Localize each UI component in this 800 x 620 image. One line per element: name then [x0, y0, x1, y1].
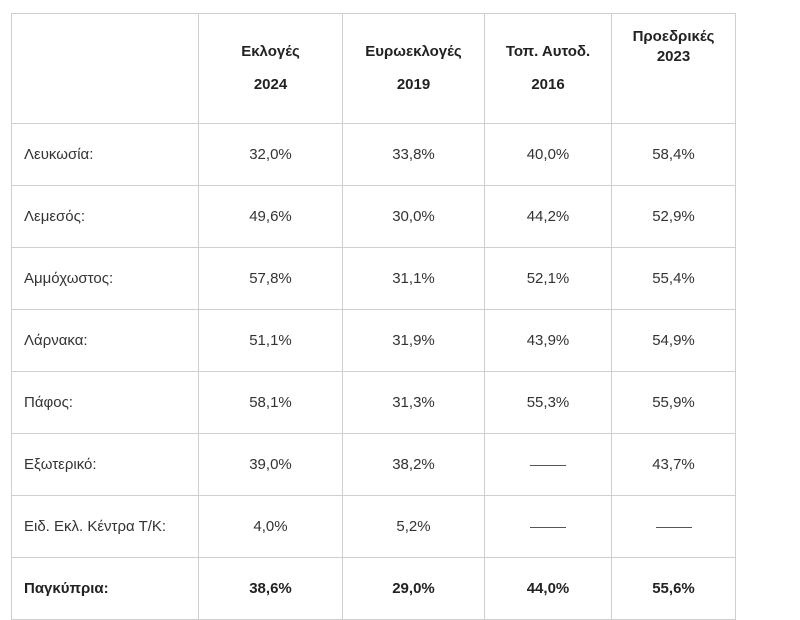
total-value: 55,6% — [611, 557, 736, 620]
table-row: Λευκωσία: 32,0% 33,8% 40,0% 58,4% — [11, 123, 736, 186]
value-cell: 51,1% — [198, 309, 343, 372]
value-cell — [484, 433, 612, 496]
no-data-dash — [530, 464, 566, 466]
total-row: Παγκύπρια: 38,6% 29,0% 44,0% 55,6% — [11, 557, 736, 620]
value-cell: 33,8% — [342, 123, 485, 186]
value-cell: 31,9% — [342, 309, 485, 372]
no-data-dash — [530, 526, 566, 528]
value-cell: 39,0% — [198, 433, 343, 496]
value-cell: 44,2% — [484, 185, 612, 248]
header-cell-presidential-2023: Προεδρικές 2023 — [611, 13, 736, 124]
no-data-dash — [655, 526, 692, 528]
header-line2: 2016 — [531, 76, 565, 93]
header-cell-empty — [11, 13, 199, 124]
value-cell: 30,0% — [342, 185, 485, 248]
value-cell: 43,7% — [611, 433, 736, 496]
table-row: Λεμεσός: 49,6% 30,0% 44,2% 52,9% — [11, 185, 736, 248]
turnout-table: Εκλογές 2024 Ευρωεκλογές 2019 Τοπ. Αυτοδ… — [11, 13, 736, 620]
total-label: Παγκύπρια: — [11, 557, 199, 620]
header-line1: Εκλογές — [241, 43, 300, 60]
header-line2: 2024 — [253, 76, 288, 93]
district-name: Λάρνακα: — [11, 309, 199, 372]
header-line2: 2023 — [656, 48, 691, 65]
value-cell: 43,9% — [484, 309, 612, 372]
district-name: Εξωτερικό: — [11, 433, 199, 496]
value-cell: 38,2% — [342, 433, 485, 496]
value-cell: 5,2% — [342, 495, 485, 558]
value-cell: 58,4% — [611, 123, 736, 186]
header-cell-local-2016: Τοπ. Αυτοδ. 2016 — [484, 13, 612, 124]
header-cell-elections-2024: Εκλογές 2024 — [198, 13, 343, 124]
value-cell: 55,9% — [611, 371, 736, 434]
value-cell: 40,0% — [484, 123, 612, 186]
table-row: Ειδ. Εκλ. Κέντρα Τ/Κ: 4,0% 5,2% — [11, 495, 736, 558]
value-cell: 52,9% — [611, 185, 736, 248]
header-cell-euro-elections-2019: Ευρωεκλογές 2019 — [342, 13, 485, 124]
header-line1: Ευρωεκλογές — [365, 43, 462, 60]
table-row: Αμμόχωστος: 57,8% 31,1% 52,1% 55,4% — [11, 247, 736, 310]
value-cell: 31,1% — [342, 247, 485, 310]
value-cell: 52,1% — [484, 247, 612, 310]
district-name: Αμμόχωστος: — [11, 247, 199, 310]
value-cell — [611, 495, 736, 558]
value-cell: 31,3% — [342, 371, 485, 434]
table-row: Εξωτερικό: 39,0% 38,2% 43,7% — [11, 433, 736, 496]
table-row: Λάρνακα: 51,1% 31,9% 43,9% 54,9% — [11, 309, 736, 372]
value-cell: 57,8% — [198, 247, 343, 310]
header-line2: 2019 — [396, 76, 431, 93]
total-value: 44,0% — [484, 557, 612, 620]
district-name: Ειδ. Εκλ. Κέντρα Τ/Κ: — [11, 495, 199, 558]
value-cell: 49,6% — [198, 185, 343, 248]
value-cell: 4,0% — [198, 495, 343, 558]
value-cell: 32,0% — [198, 123, 343, 186]
value-cell — [484, 495, 612, 558]
table-row: Πάφος: 58,1% 31,3% 55,3% 55,9% — [11, 371, 736, 434]
district-name: Λευκωσία: — [11, 123, 199, 186]
value-cell: 54,9% — [611, 309, 736, 372]
total-value: 29,0% — [342, 557, 485, 620]
value-cell: 58,1% — [198, 371, 343, 434]
header-row: Εκλογές 2024 Ευρωεκλογές 2019 Τοπ. Αυτοδ… — [11, 13, 736, 124]
value-cell: 55,3% — [484, 371, 612, 434]
district-name: Πάφος: — [11, 371, 199, 434]
header-line1: Προεδρικές — [632, 28, 715, 45]
header-line1: Τοπ. Αυτοδ. — [505, 43, 591, 60]
total-value: 38,6% — [198, 557, 343, 620]
district-name: Λεμεσός: — [11, 185, 199, 248]
value-cell: 55,4% — [611, 247, 736, 310]
